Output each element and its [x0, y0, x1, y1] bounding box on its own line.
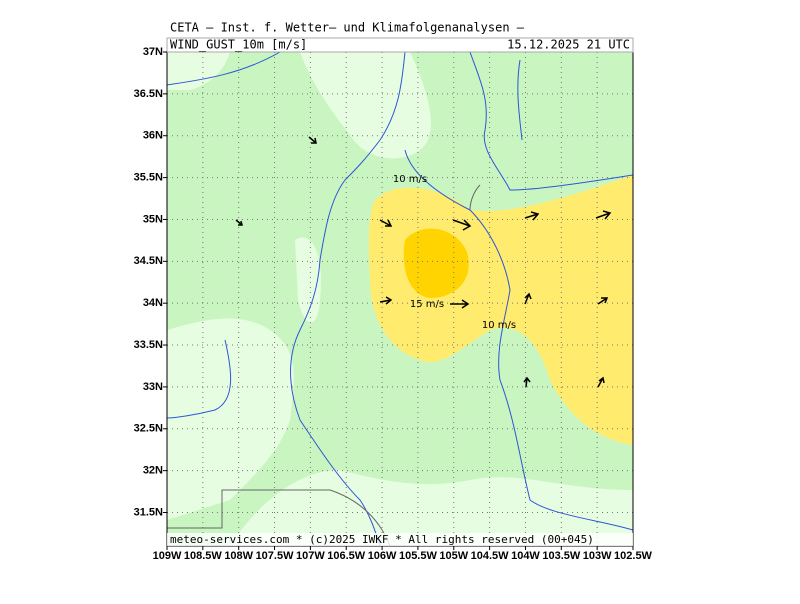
field-low	[230, 470, 633, 546]
river	[167, 52, 281, 86]
wind-arrow	[450, 299, 470, 309]
wind-arrow	[235, 219, 243, 226]
valid-time: 15.12.2025 21 UTC	[507, 38, 630, 52]
wind-arrow	[597, 297, 609, 305]
header-title: CETA — Inst. f. Wetter— und Klimafolgena…	[170, 21, 525, 35]
river	[167, 339, 232, 419]
y-tick-label: 31.5N	[134, 506, 163, 518]
header-bar	[166, 37, 634, 53]
x-tick-label: 109W	[153, 550, 182, 562]
field-low	[295, 237, 321, 323]
y-tick-label: 36.5N	[134, 88, 163, 100]
field-low	[300, 52, 431, 159]
wind-arrow	[379, 296, 393, 305]
wind-arrow	[597, 376, 605, 388]
axes: 109W 108.5W 108W 107.5W 107W 106.5W 106W 105.5W…	[134, 46, 653, 562]
y-tick-label: 32N	[143, 465, 163, 477]
y-tick-label: 34.5N	[134, 255, 163, 267]
y-tick-label: 37N	[143, 46, 163, 58]
border	[469, 184, 481, 211]
y-tick-label: 32.5N	[134, 423, 163, 435]
contour-label: 10 m/s	[393, 174, 427, 185]
field-max	[403, 228, 469, 298]
footer-bar	[167, 533, 633, 546]
x-tick-label: 108W	[224, 550, 253, 562]
wind-arrow	[523, 376, 531, 388]
field-low	[167, 52, 230, 90]
x-tick-label: 106W	[368, 550, 397, 562]
x-tick-label: 104W	[511, 550, 540, 562]
credit: meteo-services.com * (c)2025 IWKF * All …	[170, 533, 594, 546]
wind-arrow	[595, 210, 612, 220]
river	[404, 149, 633, 531]
field-low	[167, 318, 294, 520]
river	[290, 52, 406, 546]
x-tick-label: 108.5W	[184, 550, 223, 562]
x-tick-label: 103W	[583, 550, 612, 562]
x-tick-label: 105.5W	[399, 550, 438, 562]
x-tick-label: 107W	[296, 550, 325, 562]
river	[469, 52, 633, 191]
y-tick-label: 35.5N	[134, 171, 163, 183]
x-tick-label: 107.5W	[256, 550, 295, 562]
y-tick-label: 33.5N	[134, 339, 163, 351]
x-tick-label: 106.5W	[327, 550, 366, 562]
y-tick-label: 36N	[143, 130, 163, 142]
x-tick-label: 105W	[439, 550, 468, 562]
wind-arrow	[524, 292, 532, 305]
x-tick-label: 102.5W	[614, 550, 653, 562]
y-tick-label: 35N	[143, 213, 163, 225]
river	[517, 59, 523, 141]
wind-arrow	[308, 136, 317, 144]
wind-arrow	[379, 219, 393, 227]
y-tick-label: 34N	[143, 297, 163, 309]
variable-label: WIND_GUST_10m [m/s]	[170, 38, 307, 52]
wind-arrows	[235, 136, 612, 388]
wind-arrow	[452, 219, 472, 231]
map-field	[167, 52, 633, 546]
x-tick-label: 103.5W	[542, 550, 581, 562]
x-tick-label: 104.5W	[471, 550, 510, 562]
contour-label: 15 m/s	[410, 299, 444, 310]
wind-arrow	[524, 211, 540, 221]
y-tick-label: 33N	[143, 381, 163, 393]
contour-label: 10 m/s	[482, 320, 516, 331]
